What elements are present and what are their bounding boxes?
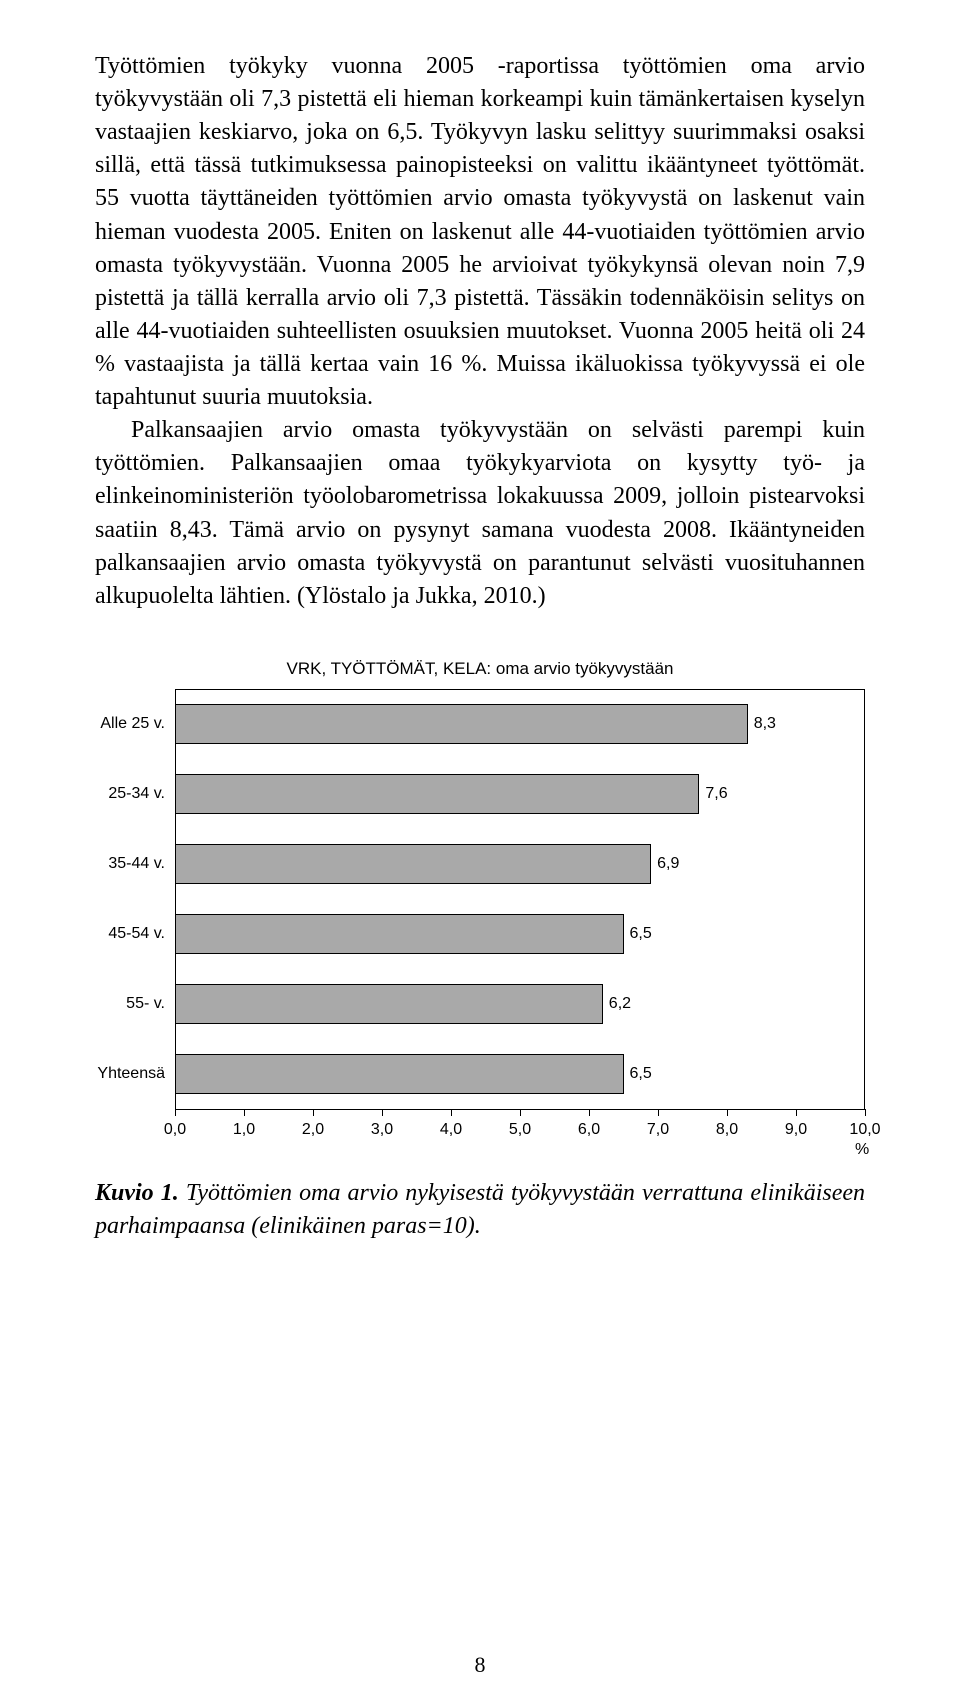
chart-value-label: 6,5 [630, 1065, 652, 1083]
chart-x-label: 0,0 [164, 1121, 186, 1139]
chart-y-label: 35-44 v. [95, 855, 165, 873]
chart-x-label: 8,0 [716, 1121, 738, 1139]
page-number: 8 [0, 1652, 960, 1678]
chart-x-label: 4,0 [440, 1121, 462, 1139]
figure-caption: Kuvio 1. Työttömien oma arvio nykyisestä… [95, 1177, 865, 1243]
chart-x-unit: % [855, 1141, 869, 1159]
chart-y-label: Alle 25 v. [95, 715, 165, 733]
chart-y-label: Yhteensä [95, 1065, 165, 1083]
chart-bar [175, 984, 603, 1024]
chart-plot: Alle 25 v. 8,3 25-34 v. 7,6 35-44 v. 6,9 45-54… [95, 689, 865, 1149]
chart-title: VRK, TYÖTTÖMÄT, KELA: oma arvio työkyvys… [95, 659, 865, 679]
chart-value-label: 6,5 [630, 925, 652, 943]
chart-x-tick [865, 1109, 866, 1116]
chart-x-tick [727, 1109, 728, 1116]
chart-x-label: 6,0 [578, 1121, 600, 1139]
chart-x-tick [451, 1109, 452, 1116]
chart-x-label: 10,0 [849, 1121, 880, 1139]
chart-bar [175, 704, 748, 744]
chart-x-label: 1,0 [233, 1121, 255, 1139]
chart-bar [175, 914, 624, 954]
paragraph-2: Palkansaajien arvio omasta työkyvystään … [95, 414, 865, 613]
chart-value-label: 7,6 [705, 785, 727, 803]
chart-x-tick [520, 1109, 521, 1116]
paragraph-1: Työttömien työkyky vuonna 2005 -raportis… [95, 50, 865, 414]
chart-frame [175, 689, 865, 1109]
chart-bar [175, 774, 699, 814]
chart-y-label: 55- v. [95, 995, 165, 1013]
caption-rest: Työttömien oma arvio nykyisestä työkyvys… [95, 1180, 865, 1239]
chart-value-label: 6,2 [609, 995, 631, 1013]
chart-x-tick [382, 1109, 383, 1116]
chart-x-tick [589, 1109, 590, 1116]
chart-x-tick [313, 1109, 314, 1116]
chart-bar [175, 844, 651, 884]
body-text: Työttömien työkyky vuonna 2005 -raportis… [95, 50, 865, 613]
chart-x-tick [175, 1109, 176, 1116]
chart: VRK, TYÖTTÖMÄT, KELA: oma arvio työkyvys… [95, 659, 865, 1149]
chart-x-tick [796, 1109, 797, 1116]
chart-x-label: 2,0 [302, 1121, 324, 1139]
chart-x-tick [244, 1109, 245, 1116]
chart-x-label: 7,0 [647, 1121, 669, 1139]
chart-y-label: 25-34 v. [95, 785, 165, 803]
chart-x-label: 9,0 [785, 1121, 807, 1139]
caption-lead: Kuvio 1. [95, 1180, 179, 1206]
chart-x-label: 5,0 [509, 1121, 531, 1139]
chart-value-label: 8,3 [754, 715, 776, 733]
chart-x-label: 3,0 [371, 1121, 393, 1139]
chart-bar [175, 1054, 624, 1094]
chart-x-tick [658, 1109, 659, 1116]
chart-y-label: 45-54 v. [95, 925, 165, 943]
chart-value-label: 6,9 [657, 855, 679, 873]
